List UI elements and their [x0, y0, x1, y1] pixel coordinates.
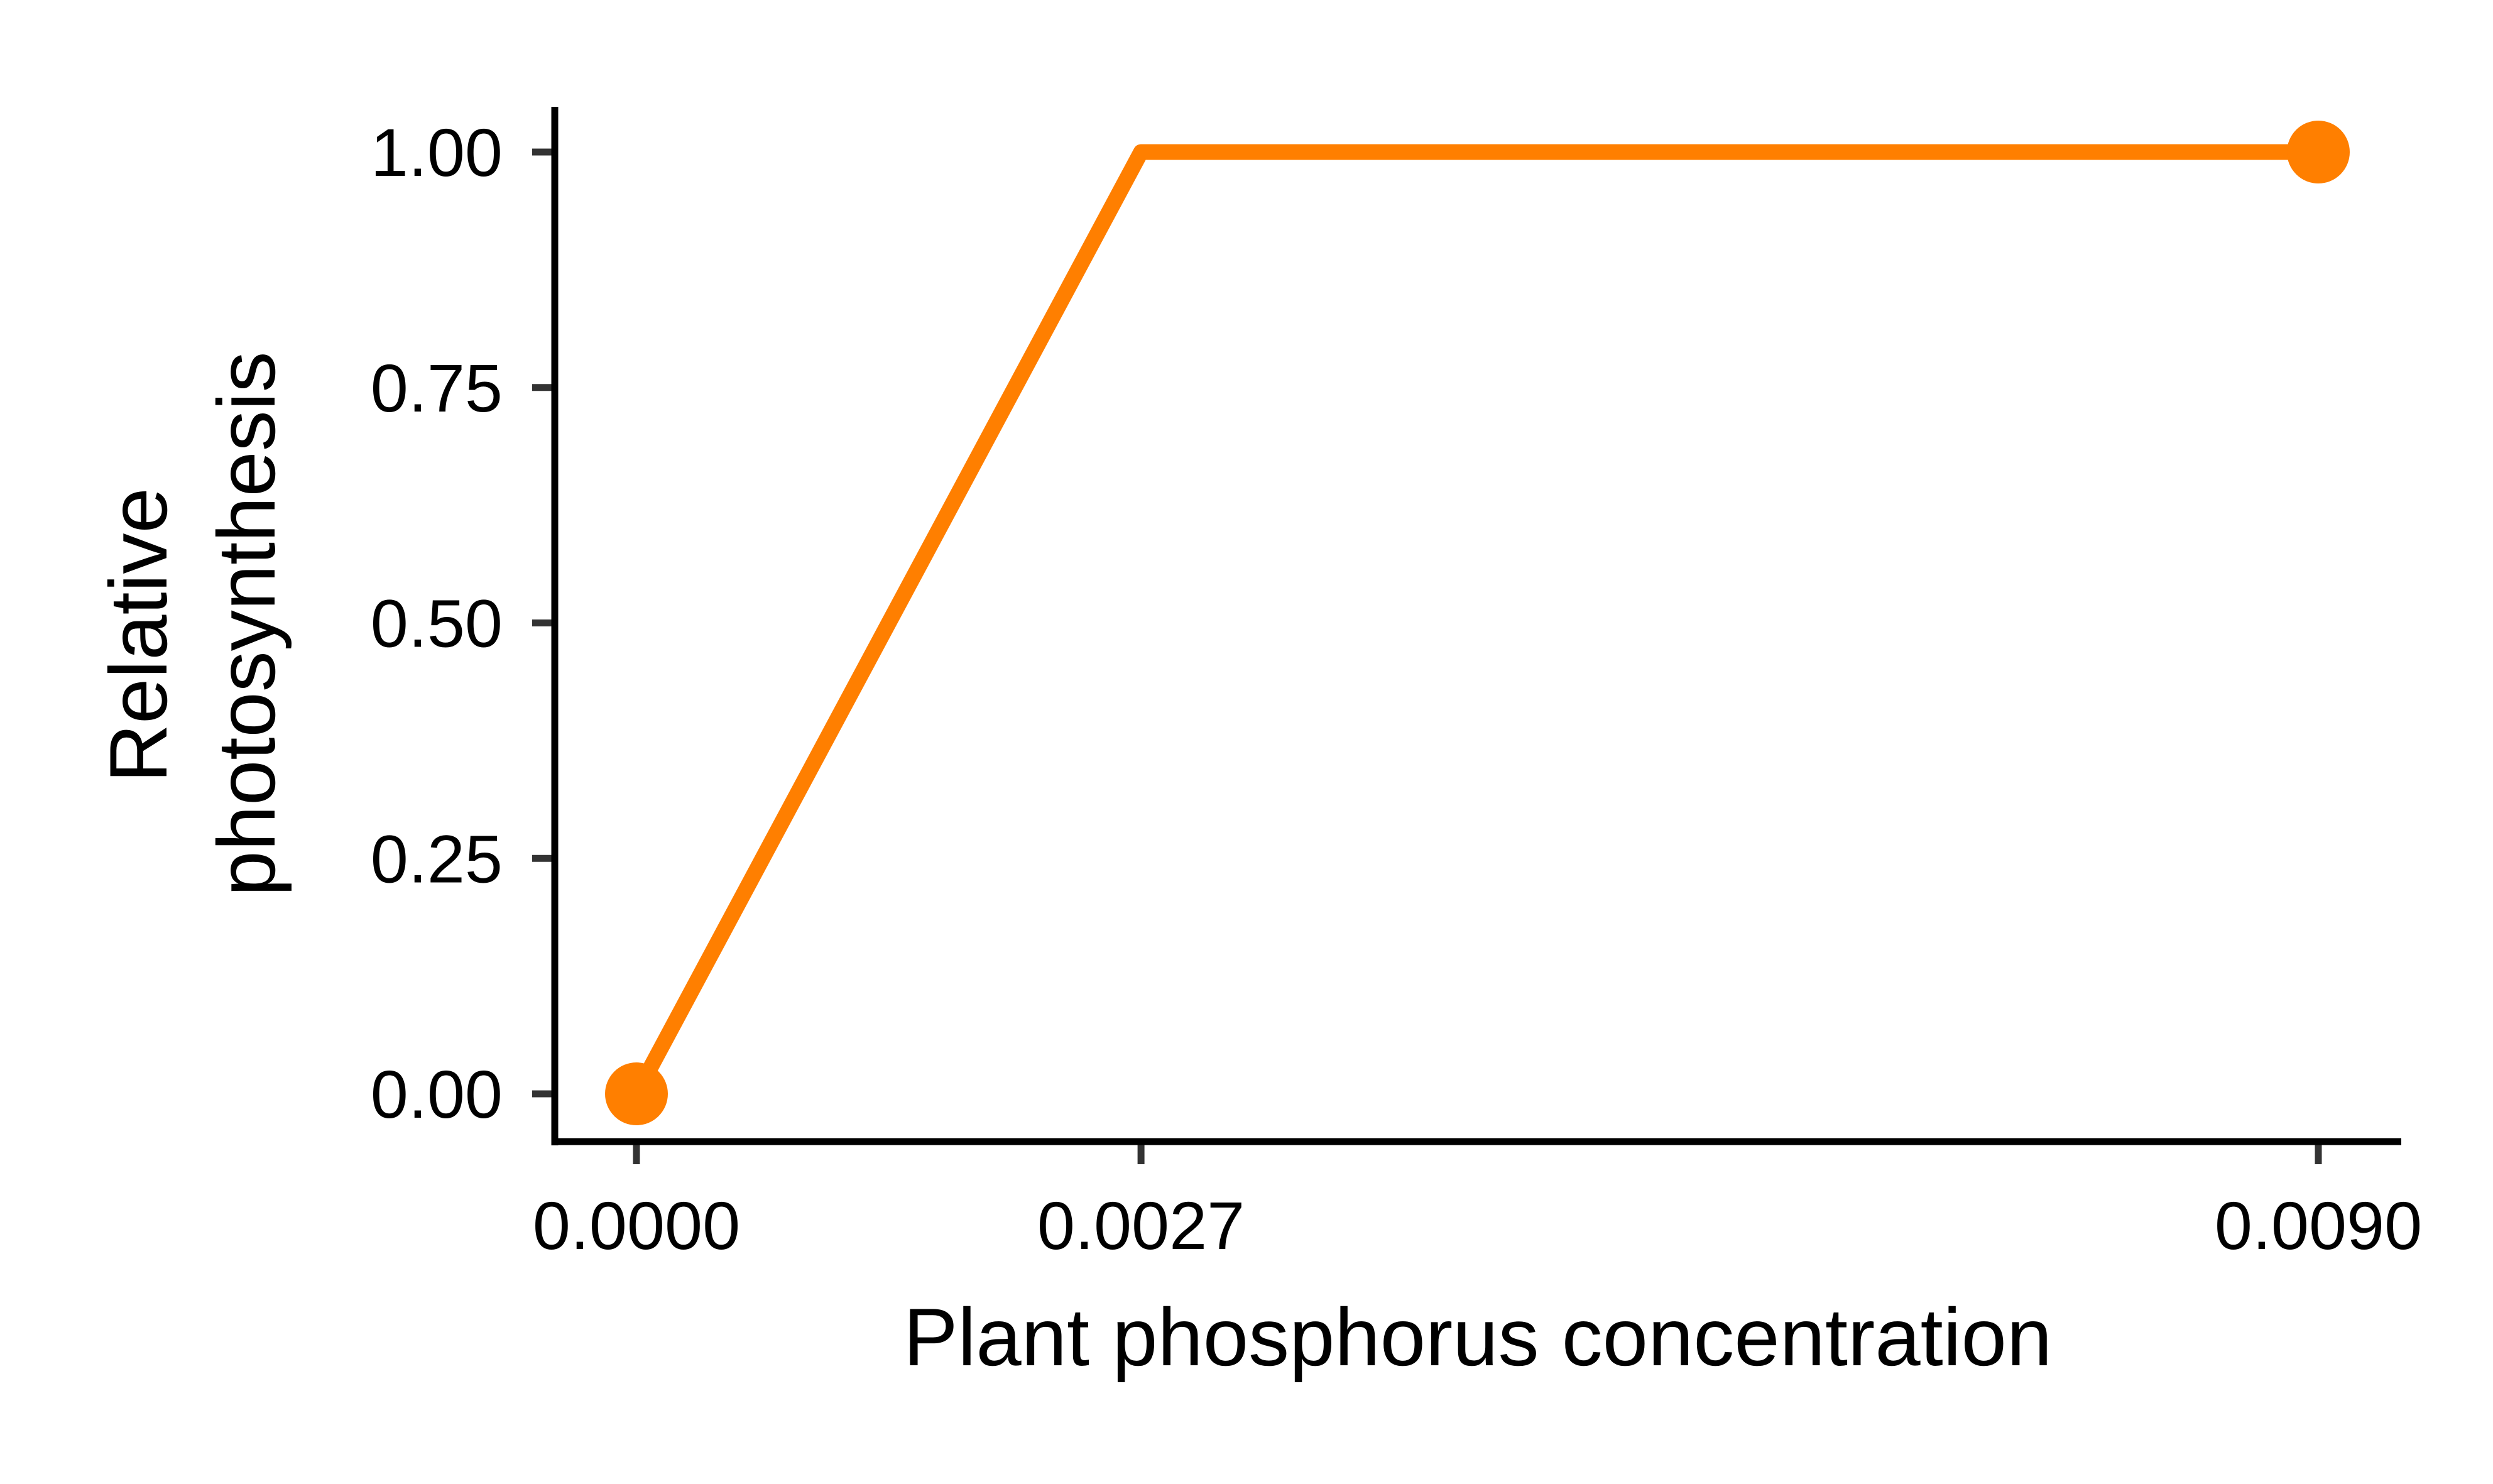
- data-point-marker: [2287, 121, 2350, 183]
- series-markers: [605, 121, 2350, 1125]
- y-tick-label: 0.75: [371, 350, 503, 426]
- y-tick-label: 0.25: [371, 821, 503, 897]
- x-tick-label: 0.0027: [1037, 1187, 1245, 1263]
- data-point-marker: [605, 1062, 668, 1125]
- x-tick-label: 0.0000: [533, 1187, 740, 1263]
- y-tick-label: 1.00: [371, 114, 503, 190]
- y-tick-label: 0.50: [371, 586, 503, 662]
- y-axis-title-line-2: photosynthesis: [200, 351, 292, 896]
- x-axis-ticks: 0.0000 0.0027 0.0090: [533, 1142, 2422, 1263]
- x-axis-title: Plant phosphorus concentration: [903, 1291, 2052, 1383]
- series-line: [629, 144, 2318, 1098]
- x-tick-label: 0.0090: [2215, 1187, 2422, 1263]
- y-axis-title-line-1: Relative: [92, 488, 184, 783]
- y-axis-ticks: 0.00 0.25 0.50 0.75 1.00: [371, 114, 555, 1132]
- y-tick-label: 0.00: [371, 1056, 503, 1132]
- y-axis-title: Relative photosynthesis: [92, 351, 292, 896]
